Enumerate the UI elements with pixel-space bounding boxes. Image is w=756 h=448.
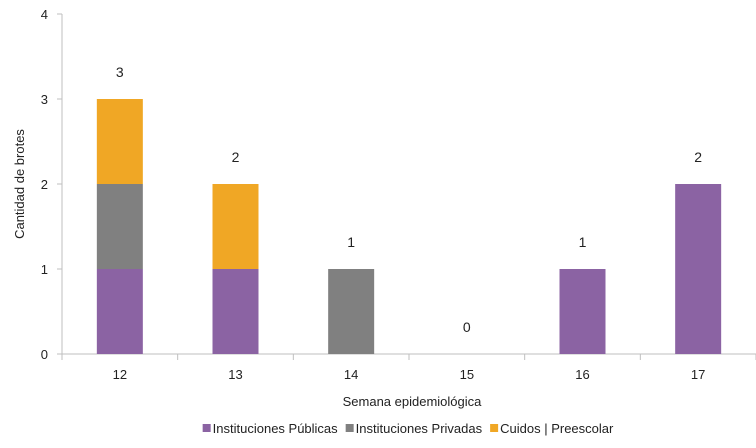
legend-label: Instituciones Públicas bbox=[213, 421, 339, 436]
bar-total-label: 1 bbox=[347, 234, 355, 250]
bar-total-label: 2 bbox=[694, 149, 702, 165]
bar-segment bbox=[559, 269, 606, 354]
bar-segment bbox=[675, 184, 722, 354]
y-tick-label: 2 bbox=[41, 177, 48, 192]
x-tick-label: 17 bbox=[691, 367, 705, 382]
bar-total-label: 2 bbox=[232, 149, 240, 165]
x-tick-label: 12 bbox=[113, 367, 127, 382]
y-axis: 0 1 2 3 4 bbox=[41, 7, 63, 362]
x-axis: 12 13 14 15 16 17 bbox=[61, 353, 756, 382]
bar-total-label: 3 bbox=[116, 64, 124, 80]
bar-total-label: 0 bbox=[463, 319, 471, 335]
legend-swatch bbox=[490, 424, 499, 432]
legend-item: Instituciones Públicas bbox=[202, 421, 339, 436]
legend-swatch bbox=[345, 424, 354, 432]
bar-segment bbox=[96, 184, 143, 269]
legend-label: Instituciones Privadas bbox=[356, 421, 483, 436]
y-tick-label: 1 bbox=[41, 262, 48, 277]
x-tick-label: 15 bbox=[460, 367, 474, 382]
legend-item: Instituciones Privadas bbox=[345, 421, 483, 436]
y-tick-label: 0 bbox=[41, 347, 48, 362]
x-axis-title: Semana epidemiológica bbox=[343, 394, 483, 409]
legend-item: Cuidos | Preescolar bbox=[490, 421, 614, 436]
bar-segment bbox=[212, 269, 259, 354]
x-tick-label: 13 bbox=[228, 367, 242, 382]
bar-total-label: 1 bbox=[579, 234, 587, 250]
x-tick-label: 16 bbox=[575, 367, 589, 382]
legend: Instituciones Públicas Instituciones Priv… bbox=[202, 421, 614, 436]
bar-segment bbox=[96, 269, 143, 354]
bar-segment bbox=[328, 269, 375, 354]
legend-swatch bbox=[202, 424, 211, 432]
legend-label: Cuidos | Preescolar bbox=[500, 421, 614, 436]
bars bbox=[96, 99, 722, 354]
bar-segment bbox=[96, 99, 143, 184]
y-tick-label: 4 bbox=[41, 7, 48, 22]
y-axis-title: Cantidad de brotes bbox=[12, 129, 27, 239]
x-tick-label: 14 bbox=[344, 367, 358, 382]
bar-segment bbox=[212, 184, 259, 269]
total-labels: 3 2 1 0 1 2 bbox=[116, 64, 702, 335]
y-tick-label: 3 bbox=[41, 92, 48, 107]
